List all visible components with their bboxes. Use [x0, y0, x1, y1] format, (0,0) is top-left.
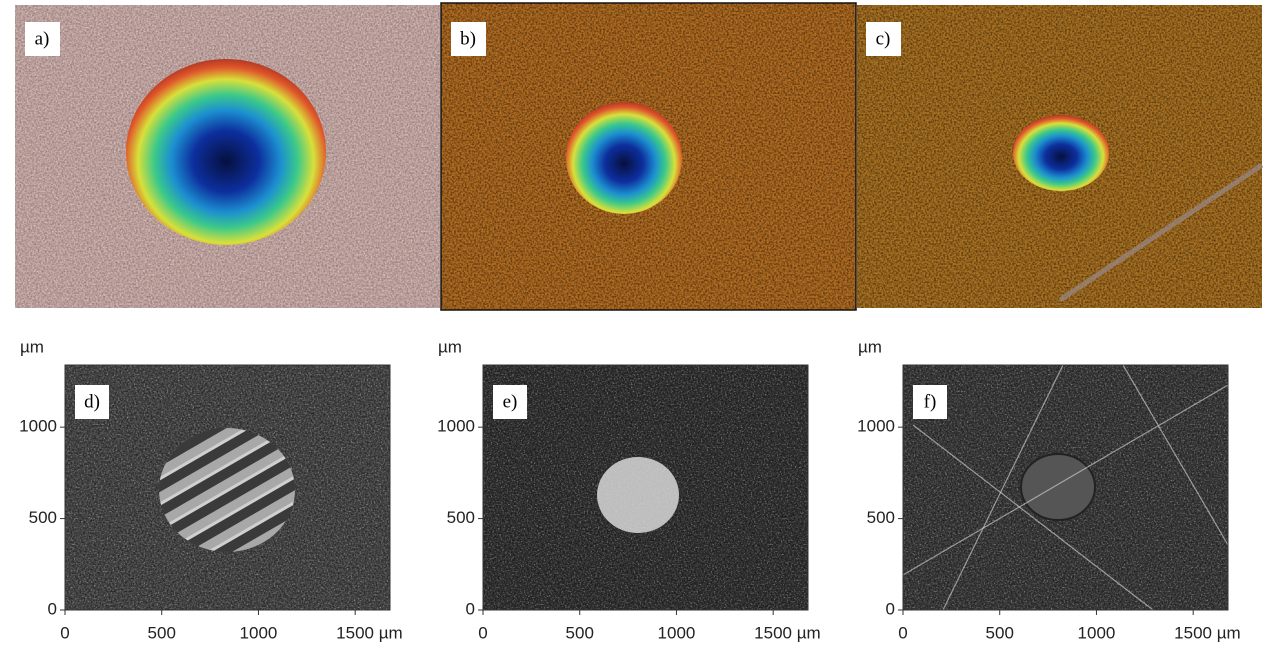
- crater: [159, 428, 295, 552]
- x-tick-label: 1000: [240, 623, 278, 642]
- panel-label: e): [503, 391, 518, 412]
- y-tick-label: 0: [48, 599, 57, 618]
- x-tick-label: 1500 µm: [1174, 623, 1241, 642]
- x-tick-label: 1500 µm: [754, 623, 821, 642]
- y-unit: µm: [20, 337, 44, 356]
- y-unit: µm: [438, 337, 462, 356]
- y-tick-label: 500: [447, 508, 475, 527]
- y-tick-label: 0: [886, 599, 895, 618]
- x-tick-label: 1500 µm: [336, 623, 403, 642]
- y-tick-label: 500: [867, 508, 895, 527]
- figure: a) b) c) d) µm 0 500 1000 0 500 1000 1500 µm e) µm…: [0, 0, 1265, 649]
- crater: [597, 457, 679, 533]
- panel-label: a): [35, 28, 50, 49]
- panel-b: b): [441, 3, 856, 310]
- y-tick-label: 1000: [857, 417, 895, 436]
- x-tick-label: 0: [898, 623, 907, 642]
- panel-label: c): [876, 28, 891, 49]
- y-tick-label: 500: [29, 508, 57, 527]
- panel-label: b): [460, 28, 476, 49]
- microscope-panel: f) µm 0 500 1000 0 500 1000 1500 µm: [857, 337, 1241, 642]
- x-tick-label: 500: [148, 623, 176, 642]
- x-tick-label: 1000: [658, 623, 696, 642]
- panel-label: d): [84, 391, 100, 412]
- x-tick-label: 0: [478, 623, 487, 642]
- microscope-panel: e) µm 0 500 1000 0 500 1000 1500 µm: [437, 337, 821, 642]
- x-tick-label: 500: [566, 623, 594, 642]
- panel-label: f): [924, 391, 937, 412]
- panel-c: c): [857, 5, 1262, 308]
- x-tick-label: 1000: [1078, 623, 1116, 642]
- panel-a: a): [15, 5, 440, 308]
- y-tick-label: 0: [466, 599, 475, 618]
- microscope-panel: d) µm 0 500 1000 0 500 1000 1500 µm: [19, 337, 403, 642]
- y-tick-label: 1000: [19, 417, 57, 436]
- y-unit: µm: [858, 337, 882, 356]
- x-tick-label: 0: [60, 623, 69, 642]
- x-tick-label: 500: [986, 623, 1014, 642]
- y-tick-label: 1000: [437, 417, 475, 436]
- crater: [1021, 454, 1095, 520]
